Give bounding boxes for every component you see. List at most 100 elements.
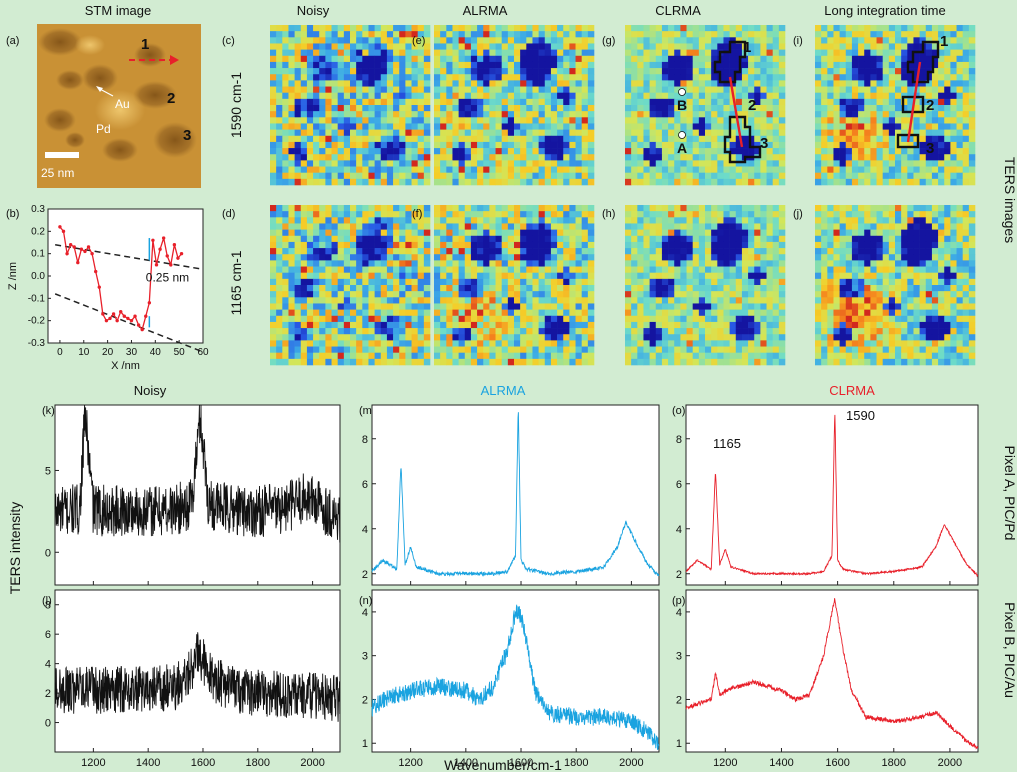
map-pixel <box>778 352 786 360</box>
map-pixel <box>950 229 957 237</box>
stm-label-3: 3 <box>183 127 191 144</box>
map-pixel <box>440 291 447 298</box>
map-pixel <box>423 266 431 273</box>
profile-point <box>86 245 91 249</box>
map-pixel <box>956 68 963 75</box>
map-pixel <box>772 328 780 335</box>
map-pixel <box>477 61 484 69</box>
map-pixel <box>587 291 595 298</box>
map-pixel <box>686 358 693 366</box>
map-pixel <box>931 166 939 173</box>
map-pixel <box>356 303 363 310</box>
map-pixel <box>550 135 558 143</box>
map-pixel <box>483 309 490 317</box>
map-pixel <box>692 291 700 298</box>
map-pixel <box>434 43 441 50</box>
map-pixel <box>698 37 706 44</box>
map-pixel <box>374 141 382 149</box>
map-pixel <box>778 148 786 155</box>
map-pixel <box>851 49 859 57</box>
map-pixel <box>661 229 669 237</box>
map-pixel <box>532 352 539 360</box>
map-pixel <box>288 235 295 243</box>
map-pixel <box>495 358 502 366</box>
map-pixel <box>858 80 865 87</box>
map-pixel <box>631 111 638 118</box>
map-pixel <box>655 61 663 69</box>
map-pixel <box>306 211 314 218</box>
map-pixel <box>325 229 332 237</box>
map-pixel <box>507 141 515 149</box>
map-pixel <box>446 291 453 298</box>
map-pixel <box>417 117 425 124</box>
map-pixel <box>587 235 595 243</box>
map-pixel <box>440 117 447 124</box>
map-pixel <box>748 229 755 237</box>
map-pixel <box>833 241 840 249</box>
map-pixel <box>423 49 431 57</box>
map-pixel <box>637 25 644 32</box>
map-pixel <box>748 223 755 230</box>
map-pixel <box>477 278 484 286</box>
map-pixel <box>717 129 724 137</box>
map-pixel <box>520 260 527 267</box>
map-pixel <box>680 160 687 167</box>
map-pixel <box>423 61 431 69</box>
map-pixel <box>405 117 412 124</box>
map-pixel <box>557 285 564 292</box>
map-pixel <box>888 25 896 32</box>
map-pixel <box>452 205 459 212</box>
map-pixel <box>306 266 314 273</box>
map-pixel <box>294 154 302 161</box>
map-pixel <box>680 172 687 180</box>
map-pixel <box>423 86 431 93</box>
map-pixel <box>754 49 761 57</box>
map-pixel <box>325 92 332 100</box>
map-pixel <box>306 129 314 137</box>
map-pixel <box>362 129 369 137</box>
map-pixel <box>839 68 847 75</box>
map-pixel <box>705 291 712 298</box>
map-pixel <box>962 211 970 218</box>
map-pixel <box>563 248 570 255</box>
map-pixel <box>483 31 490 38</box>
map-pixel <box>550 241 558 249</box>
map-pixel <box>434 309 441 317</box>
map-pixel <box>423 278 431 286</box>
map-pixel <box>350 297 357 304</box>
map-pixel <box>876 123 883 130</box>
map-pixel <box>674 223 681 230</box>
map-pixel <box>686 74 693 81</box>
map-pixel <box>440 172 447 180</box>
map-pixel <box>440 105 447 112</box>
map-pixel <box>386 254 394 261</box>
map-pixel <box>686 352 693 360</box>
map-pixel <box>520 148 527 155</box>
map-pixel <box>300 248 308 255</box>
map-pixel <box>680 141 687 149</box>
map-pixel <box>386 229 394 237</box>
map-pixel <box>282 172 289 180</box>
map-pixel <box>888 37 896 44</box>
map-pixel <box>569 309 576 317</box>
map-pixel <box>968 141 976 149</box>
map-pixel <box>526 129 533 137</box>
map-pixel <box>950 25 957 32</box>
map-pixel <box>913 205 920 212</box>
map-pixel <box>913 111 920 118</box>
map-pixel <box>944 217 951 224</box>
map-pixel <box>319 141 326 149</box>
map-pixel <box>938 86 945 93</box>
map-pixel <box>440 160 447 167</box>
map-pixel <box>306 223 314 230</box>
profile-point <box>101 312 105 316</box>
map-pixel <box>270 309 277 317</box>
map-pixel <box>337 217 345 224</box>
map-pixel <box>674 315 681 323</box>
map-pixel <box>698 291 706 298</box>
map-pixel <box>337 211 345 218</box>
map-pixel <box>411 123 418 130</box>
map-pixel <box>827 92 834 100</box>
map-pixel <box>723 117 730 124</box>
map-pixel <box>294 43 302 50</box>
